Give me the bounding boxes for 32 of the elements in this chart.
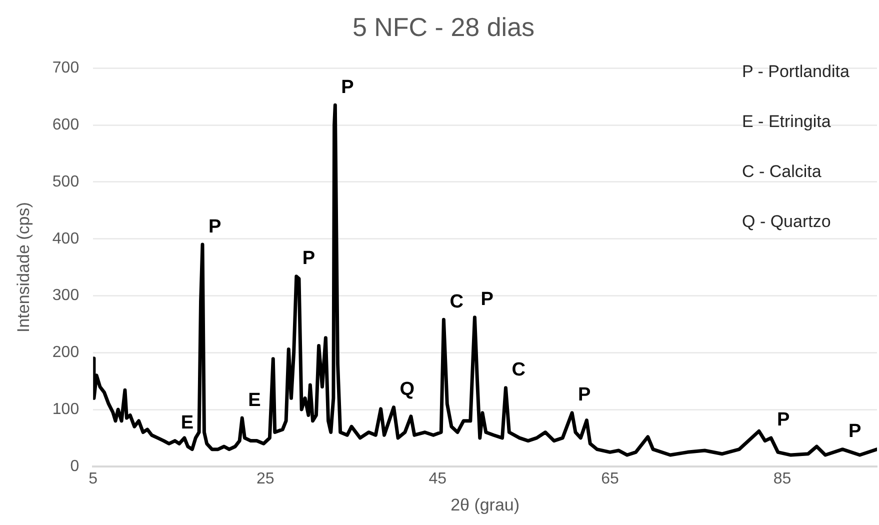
x-tick-label: 85 — [773, 470, 792, 488]
y-tick-label: 100 — [52, 400, 80, 418]
annotation: P — [208, 216, 222, 238]
annotation: P — [480, 289, 494, 310]
y-tick-label: 600 — [52, 116, 80, 134]
x-axis-title: 2θ (grau) — [450, 495, 520, 514]
x-tick-label: 25 — [256, 470, 274, 488]
annotation: P - Portlandita — [742, 62, 850, 81]
annotation: C — [512, 360, 526, 381]
y-tick-label: 400 — [52, 230, 80, 248]
y-tick-label: 500 — [52, 173, 80, 190]
chart-title: 5 NFC - 28 dias — [352, 12, 535, 42]
annotation: P — [848, 421, 862, 442]
x-tick-label: 45 — [428, 470, 447, 488]
annotation: P — [341, 76, 354, 98]
y-tick-label: 700 — [52, 60, 80, 77]
x-tick-label: 5 — [88, 470, 98, 488]
y-tick-label: 0 — [70, 458, 80, 475]
y-tick-label: 200 — [52, 344, 80, 362]
annotation: Q - Quartzo — [742, 212, 831, 231]
annotation: C — [450, 291, 464, 312]
annotation: E - Etringita — [742, 112, 832, 131]
annotation: P — [302, 248, 316, 270]
y-tick-label: 300 — [52, 287, 80, 304]
x-tick-label: 65 — [601, 470, 619, 488]
annotation: Q — [400, 378, 415, 400]
annotation: E — [180, 412, 194, 434]
annotation: E — [248, 390, 261, 411]
annotation: C - Calcita — [742, 162, 822, 181]
y-axis-title: Intensidade (cps) — [14, 202, 33, 333]
annotation: P — [578, 384, 592, 406]
annotation: P — [777, 410, 790, 431]
